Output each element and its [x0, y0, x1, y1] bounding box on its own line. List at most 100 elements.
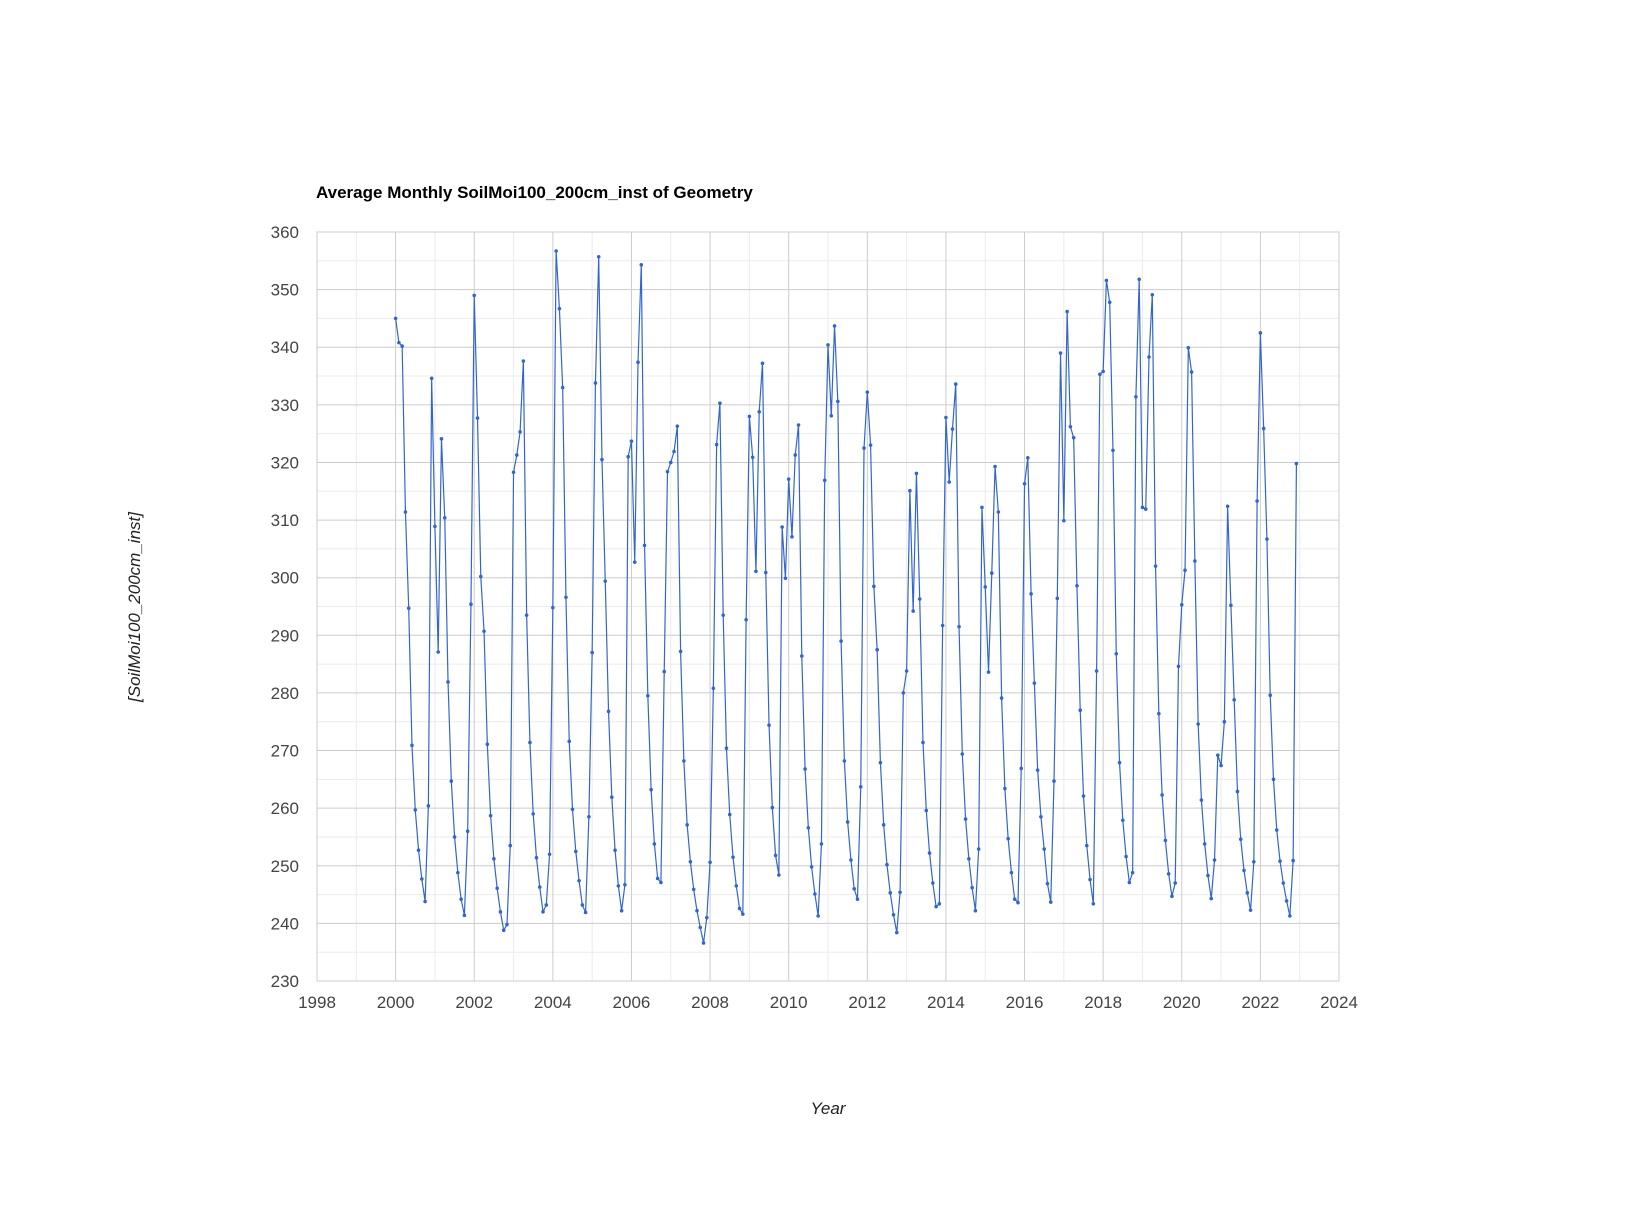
data-point[interactable]: [688, 859, 693, 864]
data-point[interactable]: [888, 891, 893, 895]
data-point[interactable]: [832, 324, 837, 328]
data-point[interactable]: [551, 605, 555, 610]
data-point[interactable]: [531, 812, 535, 816]
data-point[interactable]: [393, 316, 398, 321]
data-point[interactable]: [675, 424, 680, 428]
data-point[interactable]: [894, 930, 899, 935]
data-point[interactable]: [734, 884, 739, 888]
data-point[interactable]: [1048, 900, 1053, 904]
data-point[interactable]: [413, 808, 418, 812]
data-point[interactable]: [1134, 394, 1138, 399]
data-point[interactable]: [429, 376, 434, 381]
data-point[interactable]: [521, 359, 526, 363]
data-point[interactable]: [685, 823, 689, 827]
data-point[interactable]: [587, 815, 591, 819]
data-point[interactable]: [691, 887, 696, 892]
data-point[interactable]: [839, 639, 843, 643]
data-point[interactable]: [678, 649, 683, 654]
data-point[interactable]: [1130, 870, 1135, 875]
data-point[interactable]: [403, 510, 408, 514]
data-point[interactable]: [596, 254, 601, 259]
data-point[interactable]: [1193, 559, 1197, 563]
data-point[interactable]: [501, 928, 506, 933]
data-point[interactable]: [921, 740, 925, 745]
data-point[interactable]: [1248, 908, 1253, 912]
data-point[interactable]: [560, 385, 565, 390]
data-point[interactable]: [469, 602, 473, 606]
data-point[interactable]: [668, 460, 673, 465]
data-point[interactable]: [1039, 815, 1043, 819]
data-point[interactable]: [1091, 902, 1096, 906]
data-point[interactable]: [498, 910, 503, 914]
data-point[interactable]: [1265, 537, 1269, 541]
data-point[interactable]: [1271, 777, 1276, 782]
data-point[interactable]: [865, 390, 870, 394]
data-point[interactable]: [570, 807, 575, 812]
data-point[interactable]: [433, 524, 437, 529]
data-point[interactable]: [1088, 877, 1092, 882]
data-point[interactable]: [701, 941, 706, 945]
data-point[interactable]: [983, 585, 988, 589]
data-point[interactable]: [511, 470, 516, 475]
data-point[interactable]: [462, 913, 467, 918]
data-point[interactable]: [1078, 708, 1083, 713]
data-point[interactable]: [623, 882, 627, 887]
data-point[interactable]: [1209, 896, 1214, 901]
data-point[interactable]: [1137, 277, 1141, 282]
data-point[interactable]: [397, 340, 401, 345]
data-point[interactable]: [1150, 293, 1155, 297]
data-point[interactable]: [718, 401, 722, 405]
data-point[interactable]: [927, 851, 932, 855]
data-point[interactable]: [1229, 603, 1233, 608]
data-point[interactable]: [659, 880, 663, 885]
data-point[interactable]: [420, 877, 424, 881]
data-point[interactable]: [819, 842, 824, 846]
data-point[interactable]: [1003, 786, 1007, 791]
data-point[interactable]: [1258, 331, 1263, 335]
data-point[interactable]: [1117, 760, 1122, 765]
data-point[interactable]: [842, 759, 847, 763]
data-point[interactable]: [989, 571, 994, 575]
data-point[interactable]: [616, 884, 621, 888]
data-point[interactable]: [1022, 481, 1027, 486]
data-point[interactable]: [629, 439, 634, 443]
data-point[interactable]: [541, 910, 545, 914]
data-point[interactable]: [1009, 870, 1014, 875]
data-point[interactable]: [780, 525, 784, 529]
data-point[interactable]: [1232, 698, 1236, 702]
data-point[interactable]: [410, 743, 414, 748]
data-point[interactable]: [708, 860, 712, 865]
data-point[interactable]: [960, 752, 965, 756]
data-point[interactable]: [1094, 669, 1099, 673]
data-point[interactable]: [577, 878, 581, 883]
data-point[interactable]: [858, 785, 863, 789]
data-point[interactable]: [1104, 278, 1109, 283]
data-point[interactable]: [475, 416, 480, 420]
data-point[interactable]: [698, 925, 703, 930]
data-point[interactable]: [1012, 897, 1017, 901]
data-point[interactable]: [714, 442, 719, 447]
data-point[interactable]: [727, 812, 732, 817]
data-point[interactable]: [852, 887, 857, 891]
data-point[interactable]: [737, 906, 742, 911]
data-point[interactable]: [917, 597, 922, 601]
data-point[interactable]: [662, 669, 667, 674]
data-point[interactable]: [1179, 602, 1184, 607]
data-point[interactable]: [973, 908, 978, 913]
data-point[interactable]: [1219, 763, 1223, 768]
data-point[interactable]: [783, 576, 788, 581]
data-point[interactable]: [508, 843, 513, 848]
data-point[interactable]: [547, 852, 552, 857]
data-point[interactable]: [799, 654, 804, 658]
data-point[interactable]: [619, 908, 624, 913]
data-point[interactable]: [826, 343, 830, 347]
data-point[interactable]: [1019, 766, 1024, 771]
data-point[interactable]: [1170, 894, 1174, 899]
data-point[interactable]: [626, 454, 630, 459]
data-point[interactable]: [1098, 372, 1102, 377]
data-point[interactable]: [416, 848, 421, 853]
data-point[interactable]: [777, 873, 781, 877]
data-point[interactable]: [1084, 843, 1089, 848]
data-point[interactable]: [636, 360, 640, 365]
data-point[interactable]: [1288, 914, 1292, 918]
